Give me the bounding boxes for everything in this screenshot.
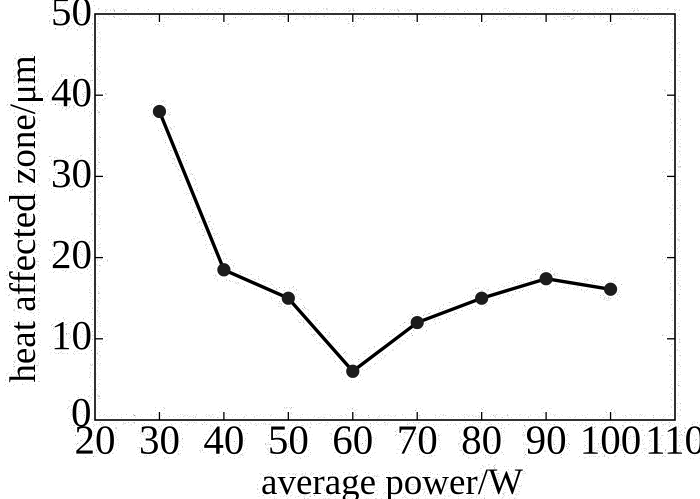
svg-text:80: 80	[461, 417, 502, 463]
svg-text:70: 70	[397, 417, 438, 463]
svg-text:90: 90	[526, 417, 567, 463]
svg-text:30: 30	[51, 150, 92, 196]
svg-text:50: 50	[268, 417, 309, 463]
svg-text:50: 50	[51, 0, 92, 34]
svg-text:110: 110	[645, 417, 700, 463]
svg-text:20: 20	[51, 231, 92, 277]
svg-text:average power/W: average power/W	[261, 462, 523, 499]
svg-text:30: 30	[139, 417, 180, 463]
svg-text:10: 10	[51, 312, 92, 358]
svg-text:0: 0	[71, 389, 92, 435]
svg-text:60: 60	[332, 417, 373, 463]
svg-text:heat affected zone/μm: heat affected zone/μm	[3, 55, 44, 383]
svg-text:100: 100	[580, 417, 642, 463]
svg-text:40: 40	[203, 417, 244, 463]
svg-text:40: 40	[51, 69, 92, 115]
